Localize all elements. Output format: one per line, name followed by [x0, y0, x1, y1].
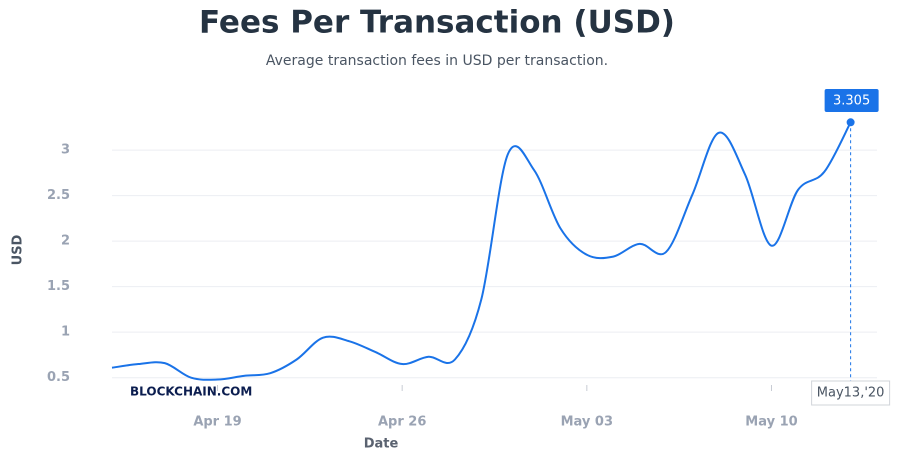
x-tick-label: May 03 — [561, 415, 613, 430]
y-tick-label: 1 — [61, 325, 70, 340]
tooltip-date: May13,'20 — [817, 386, 885, 401]
x-tick-label: May 10 — [745, 415, 797, 430]
x-tick-label: Apr 26 — [378, 415, 426, 430]
y-tick-label: 2.5 — [47, 188, 70, 203]
y-axis-label: USD — [11, 234, 26, 265]
y-tick-label: 0.5 — [47, 370, 70, 385]
chart-title: Fees Per Transaction (USD) — [199, 5, 675, 41]
tooltip-box — [824, 89, 879, 112]
chart-subtitle: Average transaction fees in USD per tran… — [266, 53, 608, 69]
tooltip-date-box — [811, 380, 891, 406]
line — [111, 121, 852, 381]
y-tick-label: 2 — [61, 234, 70, 249]
point — [846, 118, 855, 127]
x-axis-label: Date — [364, 437, 399, 452]
watermark: BLOCKCHAIN.COM — [130, 385, 252, 399]
x-tick-label: Apr 19 — [193, 415, 241, 430]
tooltip-value: 3.305 — [833, 94, 870, 109]
y-tick-label: 3 — [61, 143, 70, 158]
y-tick-label: 1.5 — [47, 279, 70, 294]
